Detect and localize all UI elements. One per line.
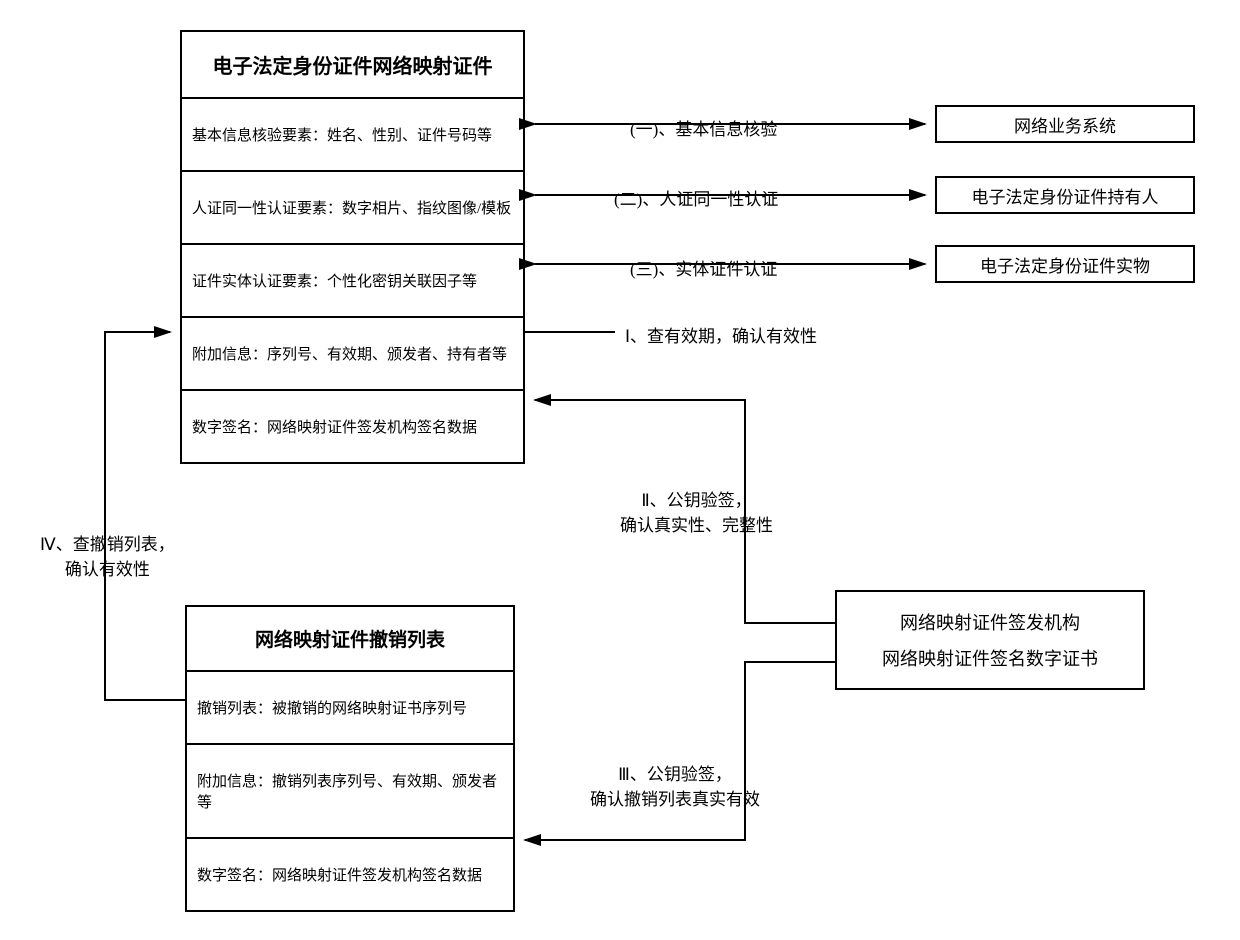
step3-line1: Ⅲ、公钥验签， — [590, 760, 760, 785]
authority-box: 网络映射证件签发机构 网络映射证件签名数字证书 — [835, 590, 1145, 690]
authority-line2: 网络映射证件签名数字证书 — [851, 645, 1129, 671]
holder-box: 电子法定身份证件持有人 — [935, 176, 1195, 214]
table-row: 附加信息：序列号、有效期、颁发者、持有者等 — [182, 318, 523, 391]
table-row: 人证同一性认证要素：数字相片、指纹图像/模板 — [182, 172, 523, 245]
revocation-list-table: 网络映射证件撤销列表 撤销列表：被撤销的网络映射证书序列号 附加信息：撤销列表序… — [185, 605, 515, 912]
box-label: 电子法定身份证件持有人 — [972, 183, 1159, 208]
physical-card-box: 电子法定身份证件实物 — [935, 245, 1195, 283]
table-row: 附加信息：撤销列表序列号、有效期、颁发者等 — [187, 745, 513, 839]
step-label-3: Ⅲ、公钥验签， 确认撤销列表真实有效 — [590, 760, 760, 810]
table-row: 数字签名：网络映射证件签发机构签名数据 — [187, 839, 513, 910]
table-row: 证件实体认证要素：个性化密钥关联因子等 — [182, 245, 523, 318]
flow-label-1: (一)、基本信息核验 — [630, 115, 777, 140]
revoke-table-title: 网络映射证件撤销列表 — [187, 607, 513, 672]
step2-line1: Ⅱ、公钥验签， — [620, 486, 773, 511]
step-label-4: Ⅳ、查撤销列表， 确认有效性 — [40, 530, 175, 580]
flow-label-3: (三)、实体证件认证 — [630, 255, 777, 280]
main-credential-table: 电子法定身份证件网络映射证件 基本信息核验要素：姓名、性别、证件号码等 人证同一… — [180, 30, 525, 464]
table-row: 基本信息核验要素：姓名、性别、证件号码等 — [182, 99, 523, 172]
step3-line2: 确认撤销列表真实有效 — [590, 785, 760, 810]
flow-label-2: (二)、人证同一性认证 — [614, 185, 778, 210]
step-label-2: Ⅱ、公钥验签， 确认真实性、完整性 — [620, 486, 773, 536]
step4-line1: Ⅳ、查撤销列表， — [40, 530, 175, 555]
table-row: 数字签名：网络映射证件签发机构签名数据 — [182, 391, 523, 462]
box-label: 电子法定身份证件实物 — [980, 252, 1150, 277]
step2-line2: 确认真实性、完整性 — [620, 511, 773, 536]
authority-line1: 网络映射证件签发机构 — [851, 609, 1129, 635]
main-table-title: 电子法定身份证件网络映射证件 — [182, 32, 523, 99]
step-label-1: Ⅰ、查有效期，确认有效性 — [625, 322, 817, 347]
table-row: 撤销列表：被撤销的网络映射证书序列号 — [187, 672, 513, 745]
box-label: 网络业务系统 — [1014, 112, 1116, 137]
business-system-box: 网络业务系统 — [935, 105, 1195, 143]
step4-line2: 确认有效性 — [40, 555, 175, 580]
